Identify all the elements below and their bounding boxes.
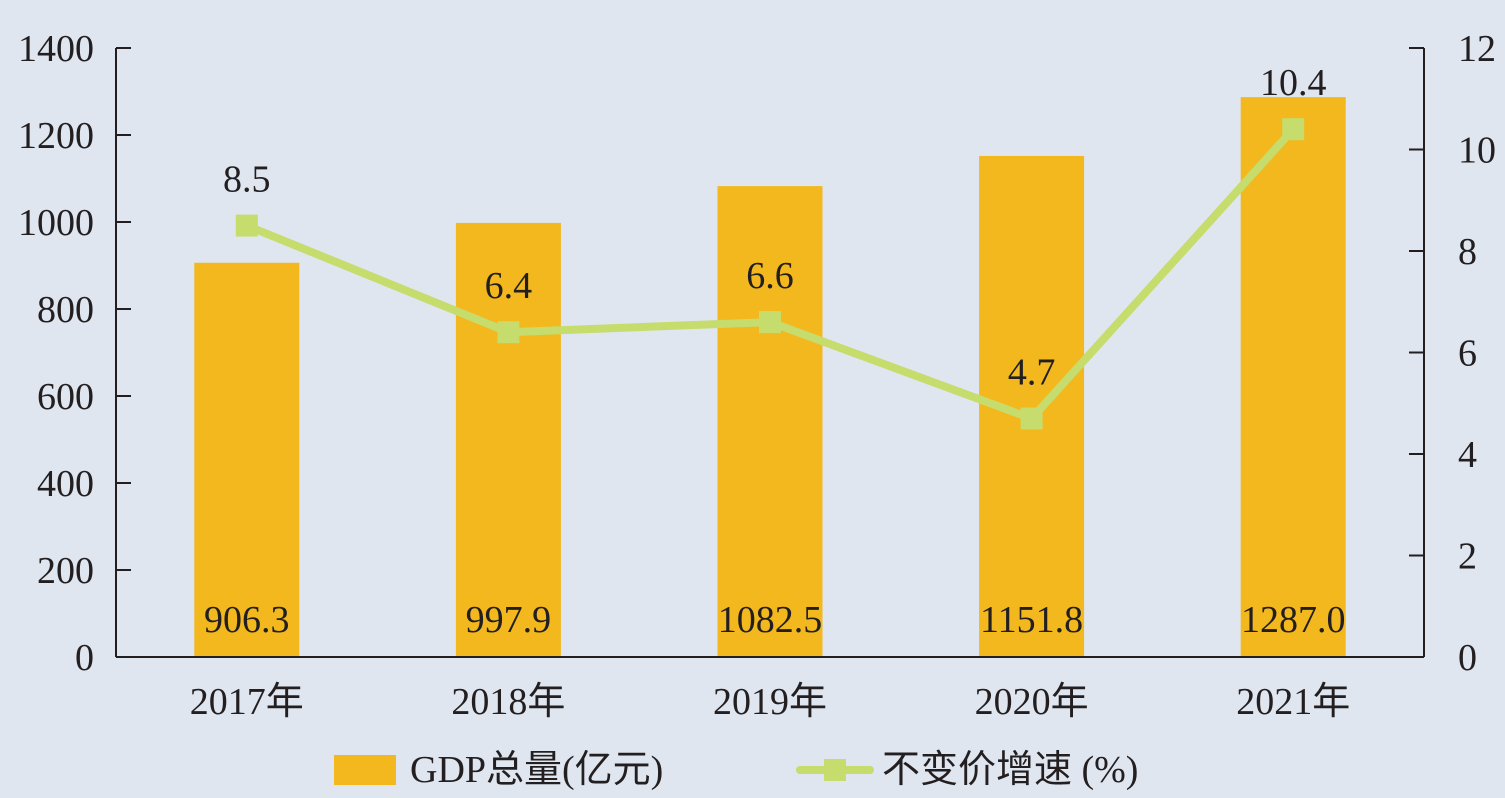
bar-value-label-4: 1287.0 <box>1241 599 1346 641</box>
bar-value-label-2: 1082.5 <box>718 599 823 641</box>
legend-marker-growth <box>824 759 846 781</box>
x-tick-label-4: 2021年 <box>1236 681 1350 723</box>
y-right-tick-label-5: 10 <box>1458 130 1496 172</box>
x-tick-label-3: 2020年 <box>975 681 1089 723</box>
y-left-tick-label-0: 0 <box>75 637 94 679</box>
x-tick-label-0: 2017年 <box>190 681 304 723</box>
growth-value-label-4: 10.4 <box>1260 62 1327 104</box>
y-left-tick-label-4: 800 <box>37 289 94 331</box>
growth-point-4 <box>1282 118 1305 141</box>
bar-value-label-3: 1151.8 <box>980 599 1083 641</box>
bar-4 <box>1240 97 1346 657</box>
y-left-tick-label-2: 400 <box>37 463 94 505</box>
bar-1 <box>455 222 561 657</box>
bar-value-label-1: 997.9 <box>466 599 552 641</box>
y-left-tick-label-7: 1400 <box>18 28 94 70</box>
bar-value-label-0: 906.3 <box>204 599 290 641</box>
y-right-tick-label-0: 0 <box>1458 637 1477 679</box>
growth-value-label-2: 6.6 <box>746 255 794 297</box>
legend-label-gdp: GDP总量(亿元) <box>410 749 663 791</box>
growth-point-2 <box>759 311 781 334</box>
growth-point-1 <box>497 321 520 344</box>
y-right-tick-label-4: 8 <box>1458 231 1477 273</box>
x-tick-label-1: 2018年 <box>451 681 565 723</box>
y-left-tick-label-6: 1200 <box>18 115 94 157</box>
y-right-tick-label-2: 4 <box>1458 434 1477 476</box>
x-tick-label-2: 2019年 <box>713 681 827 723</box>
bar-0 <box>194 262 300 657</box>
y-right-tick-label-1: 2 <box>1458 536 1477 578</box>
growth-point-3 <box>1020 407 1043 430</box>
bar-2 <box>717 186 823 658</box>
y-left-tick-label-5: 1000 <box>18 202 94 244</box>
legend-swatch-gdp <box>334 755 396 785</box>
y-right-tick-label-3: 6 <box>1458 333 1477 375</box>
growth-point-0 <box>235 214 258 237</box>
growth-value-label-3: 4.7 <box>1008 351 1056 393</box>
growth-value-label-0: 8.5 <box>223 159 271 201</box>
y-left-tick-label-3: 600 <box>37 376 94 418</box>
legend-label-growth: 不变价增速 (%) <box>882 749 1138 791</box>
y-left-tick-label-1: 200 <box>37 550 94 592</box>
y-right-tick-label-6: 12 <box>1458 28 1496 70</box>
growth-value-label-1: 6.4 <box>485 265 533 307</box>
